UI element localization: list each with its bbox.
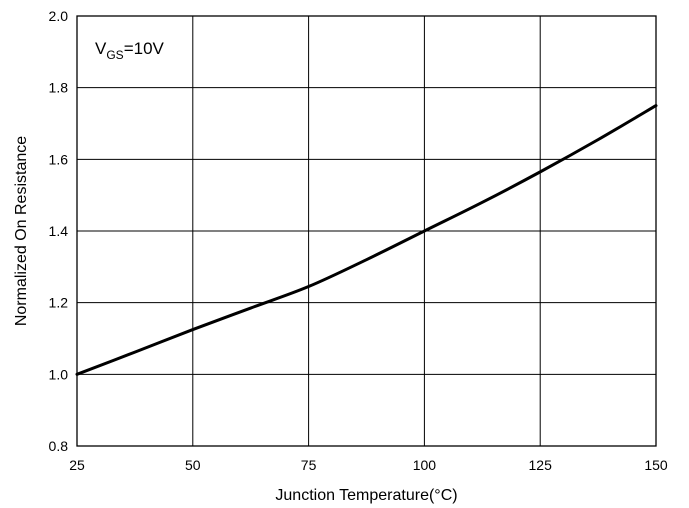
grid — [77, 16, 656, 446]
y-tick-label: 1.0 — [49, 366, 69, 382]
x-tick-labels: 25 50 75 100 125 150 — [69, 457, 668, 473]
y-tick-labels: 0.8 1.0 1.2 1.4 1.6 1.8 2.0 — [49, 8, 69, 454]
x-tick-label: 75 — [301, 457, 317, 473]
plot-frame — [76, 15, 657, 447]
y-tick-label: 1.4 — [49, 223, 69, 239]
series-line — [75, 104, 658, 376]
vgs-annotation-subscript: GS — [106, 48, 123, 62]
y-tick-label: 0.8 — [49, 438, 69, 454]
y-tick-label: 1.8 — [49, 80, 69, 96]
x-axis-label: Junction Temperature(°C) — [275, 487, 457, 504]
x-tick-label: 150 — [644, 457, 668, 473]
y-tick-label: 1.2 — [49, 295, 69, 311]
y-tick-label: 1.6 — [49, 151, 69, 167]
x-tick-label: 50 — [185, 457, 201, 473]
vgs-annotation-main: V — [95, 39, 107, 58]
x-tick-label: 100 — [413, 457, 437, 473]
vgs-annotation: VGS=10V — [95, 39, 165, 62]
y-tick-label: 2.0 — [49, 8, 69, 24]
x-tick-label: 25 — [69, 457, 85, 473]
y-axis-label: Normalized On Resistance — [13, 136, 30, 326]
vgs-annotation-value: =10V — [124, 39, 165, 58]
x-tick-label: 125 — [529, 457, 553, 473]
